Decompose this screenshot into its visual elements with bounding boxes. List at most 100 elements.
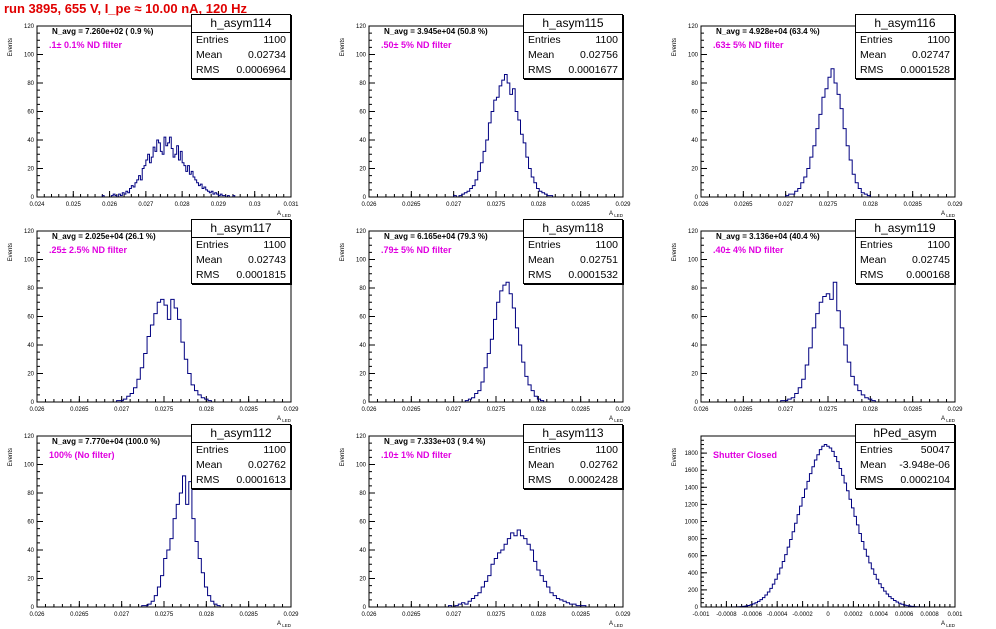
- histogram-name: h_asym115: [524, 15, 622, 33]
- y-tick-label: 20: [359, 372, 366, 378]
- x-tick-label: 0.029: [615, 612, 631, 618]
- stats-key: RMS: [860, 269, 884, 281]
- filter-annotation: 100% (No filter): [49, 450, 115, 460]
- x-tick-label: 0.0002: [844, 612, 863, 618]
- plot-frame: [368, 435, 624, 608]
- y-tick-label: 20: [359, 577, 366, 583]
- y-tick-label: 80: [691, 286, 698, 292]
- histogram-bins: [777, 281, 879, 403]
- stats-key: Mean: [528, 254, 555, 266]
- stats-row-rms: RMS 0.0002104: [856, 473, 954, 488]
- stats-value: 1100: [595, 34, 618, 46]
- x-tick-label: 0.028: [531, 612, 547, 618]
- x-tick-label: 0.027: [138, 202, 154, 208]
- filter-annotation: .50± 5% ND filter: [381, 40, 452, 50]
- y-tick-label: 80: [359, 491, 366, 497]
- stats-key: Mean: [528, 459, 555, 471]
- stats-row-mean: Mean 0.02762: [524, 458, 622, 473]
- y-tick-label: 0: [31, 605, 35, 611]
- x-tick-label: 0.0004: [870, 612, 889, 618]
- histogram-bins: [732, 444, 924, 608]
- y-axis-label: Events: [340, 243, 346, 261]
- y-tick-label: 120: [688, 229, 699, 235]
- stats-row-rms: RMS 0.0001613: [192, 473, 290, 488]
- stats-row-mean: Mean 0.02743: [192, 253, 290, 268]
- x-tick-label: 0.026: [29, 612, 45, 618]
- stats-box: h_asym119 Entries 1100 Mean 0.02745 RMS 0.0001…: [855, 219, 955, 284]
- y-tick-label: 100: [688, 53, 699, 59]
- y-tick-label: 0: [695, 400, 699, 406]
- histogram-bins: [138, 475, 224, 608]
- x-tick-label: 0.029: [947, 407, 963, 413]
- y-tick-label: 120: [24, 24, 35, 30]
- stats-row-mean: Mean -3.948e-06: [856, 458, 954, 473]
- stats-value: 1100: [263, 444, 286, 456]
- x-tick-label: 0.0285: [239, 407, 258, 413]
- x-tick-label: 0.0285: [239, 612, 258, 618]
- x-axis-label-sub: LED: [613, 213, 624, 218]
- histogram-plot: 0 20 40 60 80 100 120 0.026 0.0265 0.027 0.0275 0.0…: [672, 229, 963, 423]
- x-tick-label: 0.0275: [487, 612, 506, 618]
- x-tick-label: 0.026: [361, 202, 377, 208]
- plot-frame: [36, 25, 292, 198]
- y-axis-label: Events: [672, 243, 678, 261]
- stats-value: 0.0002428: [568, 474, 618, 486]
- navg-annotation: N_avg = 7.260e+02 ( 0.9 %): [52, 27, 154, 36]
- run-title: run 3895, 655 V, I_pe ≈ 10.00 nA, 120 Hz: [4, 1, 247, 16]
- x-axis-label: A LED: [941, 211, 956, 218]
- histogram-bins: [91, 136, 237, 198]
- y-tick-label: 60: [27, 110, 34, 116]
- stats-row-mean: Mean 0.02734: [192, 48, 290, 63]
- stats-value: 1100: [595, 239, 618, 251]
- histogram-panel-h_asym113: 0 20 40 60 80 100 120 0.026 0.0265 0.027 0.0275 0.0…: [332, 422, 664, 629]
- x-tick-label: 0.0275: [819, 202, 838, 208]
- histogram-bins: [453, 73, 556, 198]
- x-axis-label: A LED: [941, 621, 956, 628]
- stats-key: Entries: [528, 34, 561, 46]
- y-tick-label: 1600: [685, 468, 699, 474]
- stats-row-entries: Entries 50047: [856, 443, 954, 458]
- stats-key: Mean: [528, 49, 555, 61]
- stats-value: 0.02751: [580, 254, 618, 266]
- y-tick-label: 40: [27, 548, 34, 554]
- y-tick-label: 0: [695, 605, 699, 611]
- x-tick-label: 0.027: [778, 202, 794, 208]
- y-axis-label: Events: [340, 38, 346, 56]
- histogram-name: h_asym114: [192, 15, 290, 33]
- histogram-panel-h_asym119: 0 20 40 60 80 100 120 0.026 0.0265 0.027 0.0275 0.0…: [664, 217, 996, 424]
- stats-row-mean: Mean 0.02751: [524, 253, 622, 268]
- y-tick-label: 0: [363, 400, 367, 406]
- x-tick-label: -0.0002: [792, 612, 813, 618]
- y-tick-label: 60: [691, 110, 698, 116]
- filter-annotation: .63± 5% ND filter: [713, 40, 784, 50]
- histogram-panel-h_asym114: 0 20 40 60 80 100 120 0.024 0.025 0.026 0.027 0.028…: [0, 12, 332, 219]
- x-axis-label-sub: LED: [281, 213, 292, 218]
- x-axis-label: A LED: [277, 416, 292, 423]
- stats-row-rms: RMS 0.0001528: [856, 63, 954, 78]
- stats-key: RMS: [528, 64, 552, 76]
- histogram-name: h_asym116: [856, 15, 954, 33]
- stats-key: RMS: [196, 474, 220, 486]
- x-tick-label: 0.027: [114, 612, 130, 618]
- x-tick-label: 0.029: [615, 407, 631, 413]
- y-tick-label: 40: [359, 343, 366, 349]
- y-tick-label: 80: [27, 286, 34, 292]
- x-tick-label: 0.0285: [571, 612, 590, 618]
- y-axis-label: Events: [672, 448, 678, 466]
- x-tick-label: 0.029: [615, 202, 631, 208]
- y-tick-label: 80: [27, 491, 34, 497]
- stats-box: hPed_asym Entries 50047 Mean -3.948e-06 RMS 0.…: [855, 424, 955, 489]
- stats-value: 0.02756: [580, 49, 618, 61]
- stats-value: 0.0001528: [900, 64, 950, 76]
- y-tick-label: 0: [31, 195, 35, 201]
- stats-key: Entries: [196, 34, 229, 46]
- x-axis-label: A LED: [941, 416, 956, 423]
- x-tick-label: 0.026: [693, 202, 709, 208]
- x-axis-label: A LED: [609, 211, 624, 218]
- x-tick-label: 0.029: [211, 202, 227, 208]
- histogram-name: h_asym113: [524, 425, 622, 443]
- x-tick-label: 0.028: [863, 202, 879, 208]
- histogram-panel-h_asym117: 0 20 40 60 80 100 120 0.026 0.0265 0.027 0.0275 0.0…: [0, 217, 332, 424]
- x-tick-label: 0.025: [66, 202, 82, 208]
- stats-value: 0.0001677: [568, 64, 618, 76]
